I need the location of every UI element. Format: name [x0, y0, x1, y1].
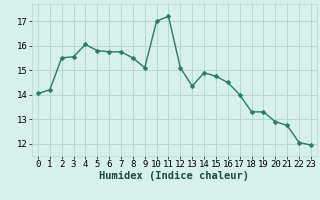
X-axis label: Humidex (Indice chaleur): Humidex (Indice chaleur) [100, 171, 249, 181]
